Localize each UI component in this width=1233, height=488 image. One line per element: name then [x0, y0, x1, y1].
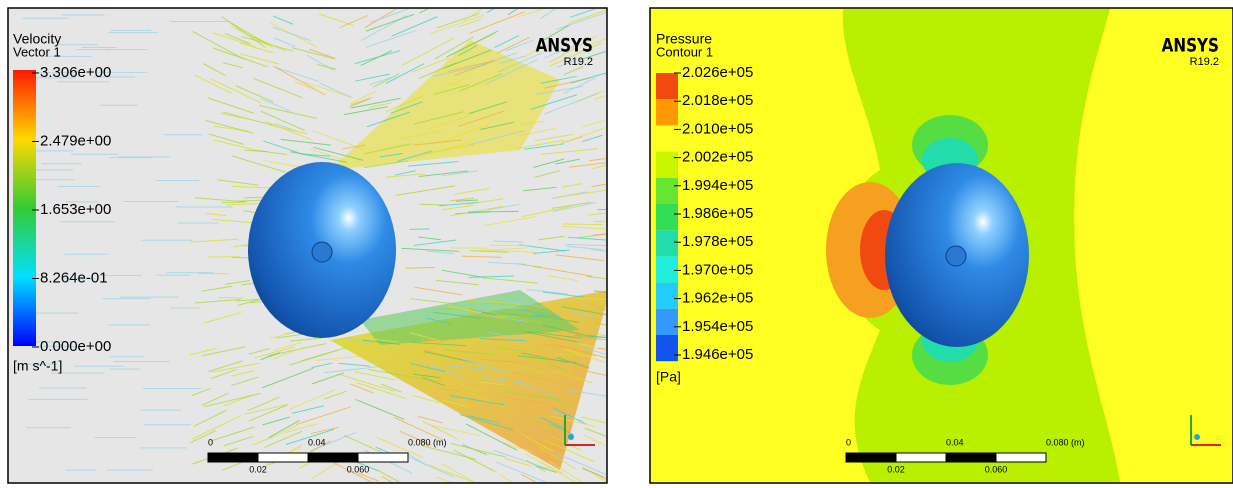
page: VelocityVector 13.306e+002.479e+001.653e… [0, 0, 1233, 488]
legend-subtitle: Vector 1 [13, 44, 61, 59]
colorbar-block [656, 283, 678, 309]
scale-segment [258, 453, 308, 462]
legend-label: 1.653e+00 [40, 201, 111, 218]
legend-label: 1.954e+05 [682, 318, 753, 335]
legend-label: 2.018e+05 [682, 92, 753, 109]
logo: ANSYS [536, 35, 593, 57]
legend-label: 1.978e+05 [682, 233, 753, 250]
figure: VelocityVector 13.306e+002.479e+001.653e… [0, 0, 1233, 488]
legend-label: 2.002e+05 [682, 149, 753, 166]
scale-segment [896, 453, 946, 462]
legend-label: 3.306e+00 [40, 64, 111, 81]
sphere-port [312, 242, 332, 262]
legend-label: 1.962e+05 [682, 290, 753, 307]
scale-segment [996, 453, 1046, 462]
legend-label: 1.994e+05 [682, 177, 753, 194]
scale-label: 0 [208, 437, 213, 447]
legend-label: 1.946e+05 [682, 346, 753, 363]
colorbar-block [656, 204, 678, 230]
legend-label: 2.010e+05 [682, 120, 753, 137]
vector [468, 211, 519, 212]
scale-segment [208, 453, 258, 462]
colorbar-block [656, 230, 678, 256]
legend-label: 0.000e+00 [40, 338, 111, 355]
scale-segment [946, 453, 996, 462]
scale-label: 0.080 (m) [1046, 437, 1085, 447]
legend-unit: [m s^-1] [13, 358, 62, 374]
vector [563, 224, 603, 225]
logo: ANSYS [1162, 35, 1219, 57]
colorbar-block [656, 335, 678, 361]
legend-unit: [Pa] [656, 369, 681, 385]
scale-segment [308, 453, 358, 462]
axis-z [568, 434, 574, 440]
colorbar-block [656, 256, 678, 282]
scale-label: 0.060 [347, 464, 370, 474]
scale-label: 0.02 [249, 464, 267, 474]
scale-label: 0 [846, 437, 851, 447]
version: R19.2 [1190, 56, 1219, 68]
scale-label: 0.02 [887, 464, 905, 474]
legend-label: 8.264e-01 [40, 269, 108, 286]
scale-label: 0.080 (m) [408, 437, 447, 447]
version: R19.2 [564, 56, 593, 68]
legend-label: 2.479e+00 [40, 132, 111, 149]
velocity-colorbar [13, 70, 36, 346]
legend-subtitle: Contour 1 [656, 44, 713, 59]
sphere-port [946, 246, 966, 266]
legend-label: 1.970e+05 [682, 261, 753, 278]
colorbar-block [656, 73, 678, 99]
legend-label: 1.986e+05 [682, 205, 753, 222]
pressure-colorbar [656, 73, 678, 361]
scale-label: 0.04 [308, 437, 326, 447]
colorbar-block [656, 309, 678, 335]
colorbar-block [656, 152, 678, 178]
scale-label: 0.060 [985, 464, 1008, 474]
scale-segment [358, 453, 408, 462]
colorbar-block [656, 99, 678, 125]
scale-label: 0.04 [946, 437, 964, 447]
colorbar-block [656, 178, 678, 204]
scale-segment [846, 453, 896, 462]
axis-z [1194, 434, 1200, 440]
legend-label: 2.026e+05 [682, 64, 753, 81]
